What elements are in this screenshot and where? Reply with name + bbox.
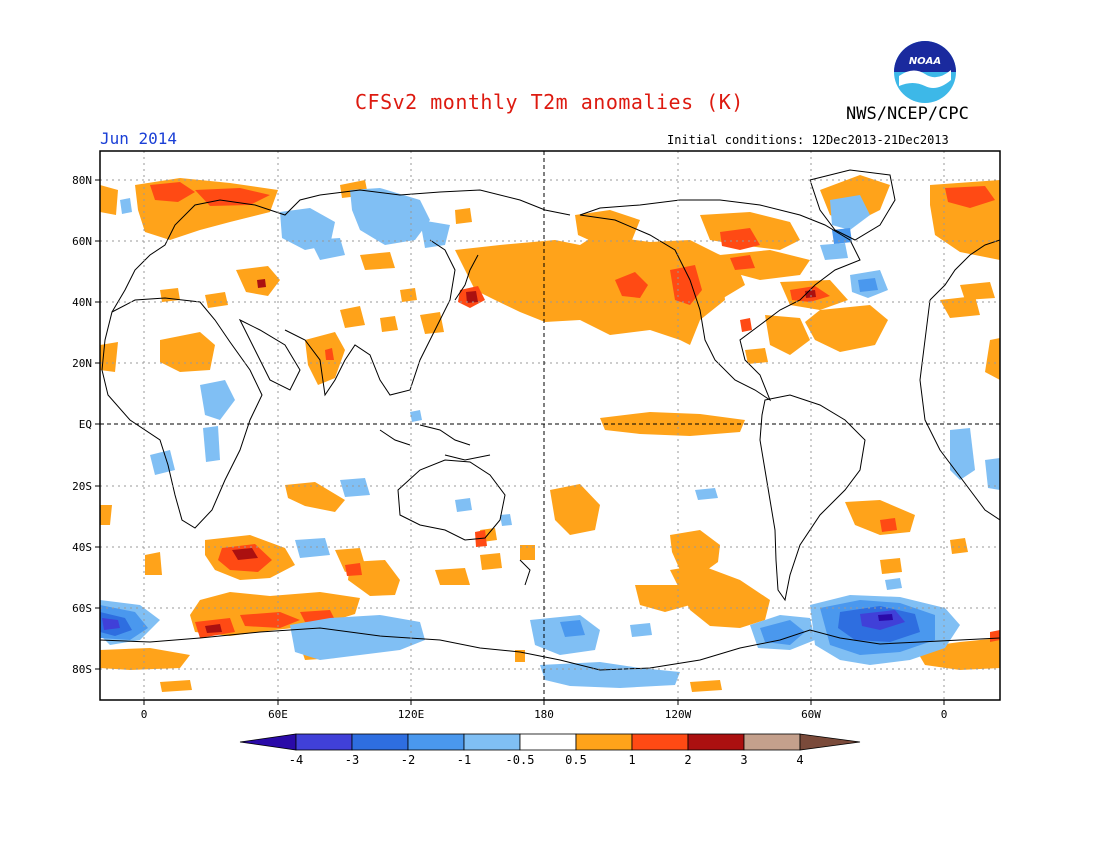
colorbar-segment bbox=[631, 733, 689, 751]
lat-label: 40N bbox=[72, 296, 92, 309]
lat-lon-grid bbox=[100, 151, 1000, 700]
lon-label: 0 bbox=[941, 708, 948, 721]
axis-ticks bbox=[95, 179, 945, 705]
colorbar-segment bbox=[743, 733, 801, 751]
lat-label: 80S bbox=[72, 663, 92, 676]
noaa-logo: NOAA bbox=[894, 41, 956, 103]
lon-label: 120E bbox=[398, 708, 425, 721]
colorbar-label: -3 bbox=[345, 753, 359, 767]
colorbar bbox=[239, 733, 861, 751]
initial-conditions: Initial conditions: 12Dec2013-21Dec2013 bbox=[667, 133, 949, 147]
agency-credit: NWS/NCEP/CPC bbox=[846, 104, 969, 124]
lon-label: 120W bbox=[665, 708, 692, 721]
lat-label: 40S bbox=[72, 541, 92, 554]
lat-label: 60S bbox=[72, 602, 92, 615]
colorbar-label: -4 bbox=[289, 753, 303, 767]
colorbar-label: 3 bbox=[740, 753, 747, 767]
lat-label: 20N bbox=[72, 357, 92, 370]
anomaly-fields bbox=[100, 169, 1000, 692]
colorbar-segment bbox=[463, 733, 521, 751]
reference-lines bbox=[100, 151, 1000, 700]
lat-labels: 80N 60N 40N 20N EQ 20S 40S 60S 80S bbox=[72, 174, 92, 676]
map-title: CFSv2 monthly T2m anomalies (K) bbox=[355, 90, 744, 114]
colorbar-segment bbox=[295, 733, 353, 751]
map-frame bbox=[99, 150, 1001, 701]
colorbar-segment bbox=[519, 733, 577, 751]
colorbar-label: 4 bbox=[796, 753, 803, 767]
colorbar-segment bbox=[407, 733, 465, 751]
lat-label: 60N bbox=[72, 235, 92, 248]
colorbar-label: 2 bbox=[684, 753, 691, 767]
lat-label: EQ bbox=[79, 418, 92, 431]
colorbar-segment bbox=[687, 733, 745, 751]
colorbar-label: -2 bbox=[401, 753, 415, 767]
colorbar-segment bbox=[351, 733, 409, 751]
colorbar-label: -0.5 bbox=[506, 753, 535, 767]
colorbar-segment bbox=[239, 733, 297, 751]
lon-labels: 0 60E 120E 180 120W 60W 0 bbox=[141, 708, 948, 721]
colorbar-label: 0.5 bbox=[565, 753, 587, 767]
colorbar-label: 1 bbox=[628, 753, 635, 767]
lon-label: 60W bbox=[801, 708, 821, 721]
lon-label: 180 bbox=[534, 708, 554, 721]
lat-label: 80N bbox=[72, 174, 92, 187]
colorbar-segment bbox=[575, 733, 633, 751]
noaa-logo-text: NOAA bbox=[909, 56, 941, 67]
lon-label: 60E bbox=[268, 708, 288, 721]
colorbar-label: -1 bbox=[457, 753, 471, 767]
valid-month: Jun 2014 bbox=[100, 129, 178, 148]
colorbar-labels: -4 -3 -2 -1 -0.5 0.5 1 2 3 4 bbox=[289, 753, 804, 767]
colorbar-segment bbox=[799, 733, 861, 751]
coastlines bbox=[100, 169, 1000, 671]
warm-anomaly-peaks bbox=[205, 279, 816, 633]
lat-label: 20S bbox=[72, 480, 92, 493]
cool-anomaly-extreme bbox=[878, 614, 893, 621]
lon-label: 0 bbox=[141, 708, 148, 721]
